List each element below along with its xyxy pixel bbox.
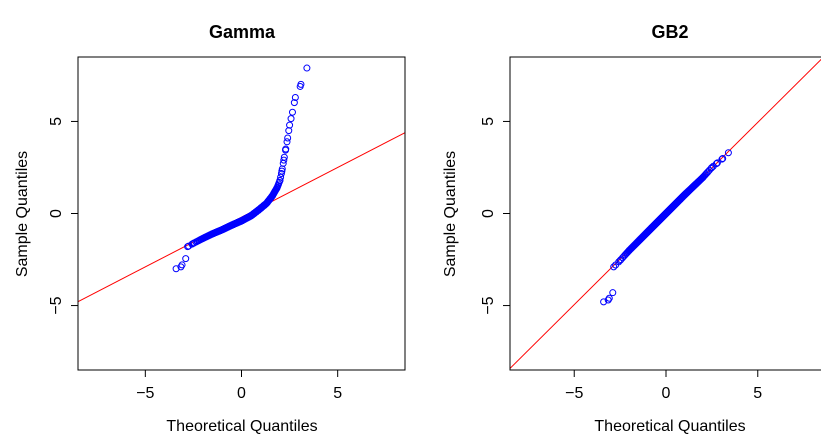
- qq-point: [280, 153, 288, 161]
- y-tick-label: 5: [48, 117, 65, 126]
- qq-point: [303, 64, 311, 72]
- qq-point: [276, 176, 284, 184]
- plot-area: −5 0 5 −5 0 5: [480, 58, 821, 402]
- qq-point: [268, 192, 276, 200]
- qq-point: [280, 156, 288, 164]
- y-axis-label: Sample Quantiles: [442, 151, 459, 277]
- qq-point: [724, 149, 732, 157]
- qq-point: [718, 155, 726, 163]
- qq-point: [713, 159, 721, 167]
- qq-point: [287, 115, 295, 123]
- x-tick-label: −5: [565, 385, 583, 402]
- y-tick-label: −5: [48, 296, 65, 314]
- chart-title: Gamma: [209, 22, 276, 42]
- x-tick-label: 5: [753, 385, 762, 402]
- qq-point: [625, 246, 633, 254]
- gb2-qq-panel: GB2 Theoretical Quantiles Sample Quantil…: [442, 22, 821, 435]
- qq-point: [712, 160, 720, 168]
- qq-point: [278, 167, 286, 175]
- y-tick-label: 0: [480, 209, 497, 218]
- y-axis-label: Sample Quantiles: [14, 151, 31, 277]
- y-tick-label: −5: [480, 296, 497, 314]
- qq-point: [247, 212, 255, 220]
- qq-point: [610, 263, 618, 271]
- qq-point: [296, 82, 304, 90]
- plot-marks: [78, 64, 405, 303]
- qq-point: [662, 210, 670, 217]
- qq-point: [263, 199, 271, 207]
- y-tick-label: 5: [480, 117, 497, 126]
- plot-marks: [510, 58, 821, 369]
- x-axis-label: Theoretical Quantiles: [594, 418, 745, 435]
- qq-point: [218, 226, 226, 234]
- plot-frame: [77, 56, 406, 371]
- qq-point: [644, 228, 652, 236]
- x-tick-label: −5: [136, 385, 154, 402]
- qq-point: [199, 234, 207, 242]
- qq-point: [600, 298, 608, 306]
- qq-point: [707, 164, 715, 172]
- x-tick-label: 0: [662, 385, 671, 402]
- qq-point: [609, 289, 617, 297]
- x-axis-label: Theoretical Quantiles: [166, 418, 317, 435]
- qq-point: [699, 174, 707, 182]
- qq-point: [172, 265, 180, 273]
- x-tick-label: 0: [237, 385, 246, 402]
- qq-point: [255, 206, 263, 214]
- qq-point: [616, 256, 624, 264]
- qq-point: [283, 138, 291, 146]
- qq-point: [708, 163, 716, 171]
- qq-point: [282, 145, 290, 153]
- qq-point: [291, 94, 299, 102]
- qq-point: [182, 255, 190, 263]
- qq-point: [719, 154, 727, 162]
- qq-point: [680, 191, 688, 199]
- qq-point: [290, 99, 298, 107]
- qq-point: [238, 217, 245, 225]
- chart-title: GB2: [651, 22, 688, 42]
- qq-point: [209, 230, 217, 238]
- qq-point: [228, 221, 236, 229]
- qq-point: [604, 296, 612, 304]
- plot-area: −5 0 5 −5 0 5: [48, 64, 405, 402]
- x-tick-label: 5: [333, 385, 342, 402]
- qq-point: [285, 127, 293, 135]
- qq-point: [605, 294, 613, 302]
- qq-point: [286, 121, 294, 129]
- y-tick-label: 0: [48, 209, 65, 218]
- gamma-qq-panel: Gamma Theoretical Quantiles Sample Quant…: [14, 22, 406, 435]
- qq-point: [284, 134, 292, 142]
- qq-point: [184, 243, 192, 251]
- qq-point: [615, 258, 623, 266]
- qq-point: [288, 108, 296, 116]
- qq-point: [273, 184, 281, 192]
- qq-point: [177, 263, 185, 271]
- qq-point: [189, 239, 197, 247]
- plot-frame: [509, 56, 821, 371]
